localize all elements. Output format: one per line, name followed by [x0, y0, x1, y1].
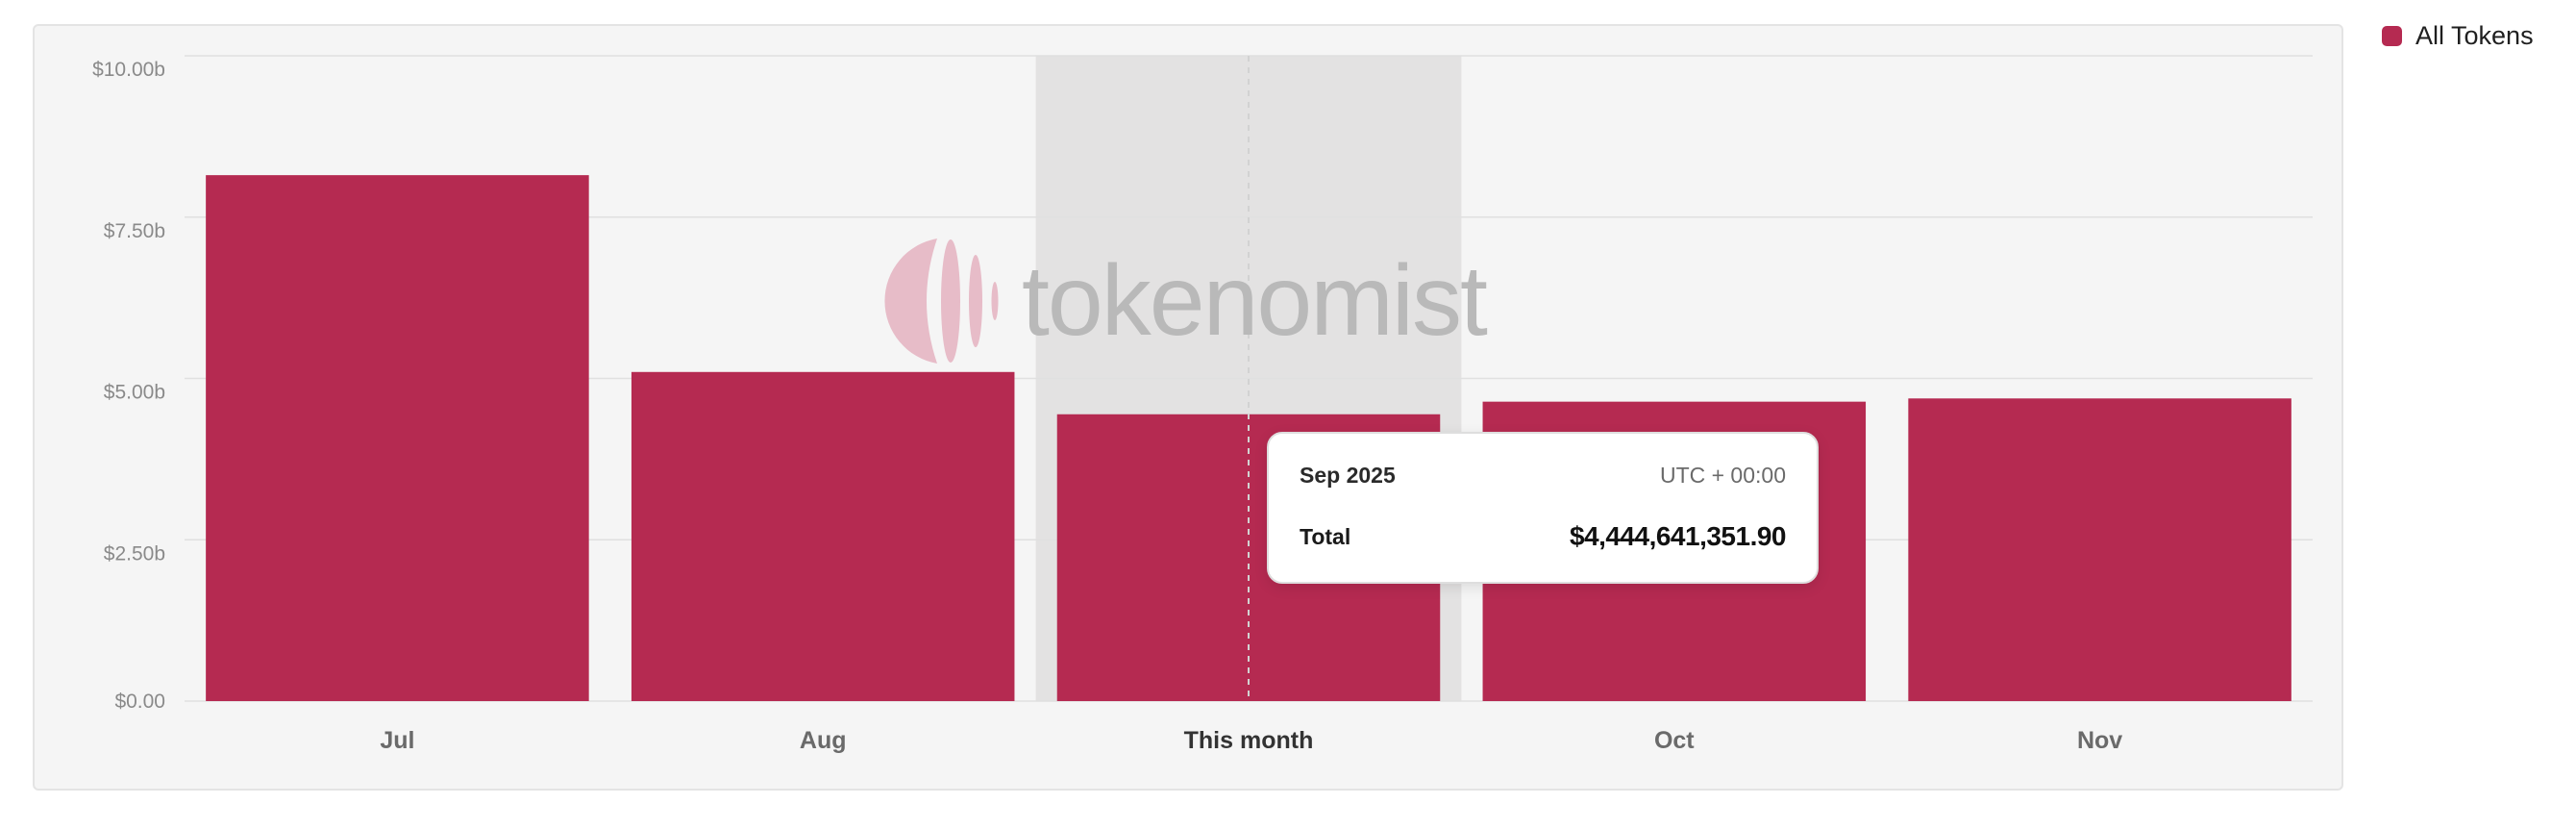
y-tick-label: $10.00b: [92, 59, 165, 81]
bar[interactable]: [206, 175, 589, 701]
tooltip-period: Sep 2025: [1300, 463, 1396, 488]
y-tick-label: $2.50b: [104, 542, 165, 565]
watermark-text: tokenomist: [1022, 245, 1488, 357]
x-category-label: Aug: [800, 727, 847, 754]
legend-item-all-tokens[interactable]: All Tokens: [2382, 21, 2534, 51]
tooltip-total-value: $4,444,641,351.90: [1569, 521, 1787, 551]
x-category-label: Oct: [1654, 727, 1695, 754]
y-tick-label: $5.00b: [104, 382, 165, 404]
x-category-label: Nov: [2077, 727, 2122, 754]
x-category-label: This month: [1184, 727, 1314, 754]
x-category-label: Jul: [380, 727, 414, 754]
bar[interactable]: [631, 371, 1015, 701]
bar[interactable]: [1908, 398, 2291, 701]
y-tick-label: $7.50b: [104, 220, 165, 242]
y-tick-label: $0.00: [114, 691, 165, 713]
tooltip-timezone: UTC + 00:00: [1659, 463, 1786, 488]
legend-swatch: [2382, 26, 2402, 46]
watermark: tokenomist: [870, 237, 1509, 365]
legend-label: All Tokens: [2415, 21, 2534, 50]
tokenomist-logo-icon: [884, 239, 999, 364]
tooltip-total-label: Total: [1300, 523, 1351, 549]
chart-tooltip: Sep 2025 UTC + 00:00 Total $4,444,641,35…: [1267, 432, 1819, 584]
